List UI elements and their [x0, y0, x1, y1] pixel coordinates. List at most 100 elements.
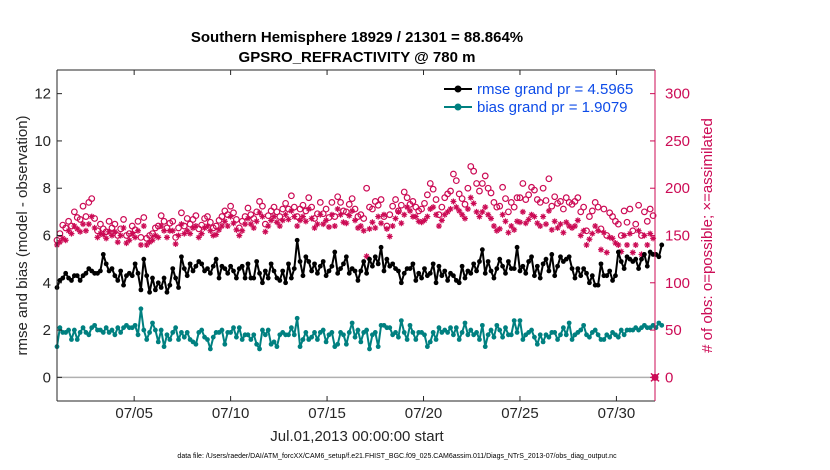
- bias-point: [167, 337, 173, 342]
- bias-point: [482, 344, 488, 350]
- rmse-point: [401, 270, 407, 276]
- legend-bias-label: bias grand pr = 1.9079: [477, 99, 628, 116]
- rmse-point: [338, 266, 343, 271]
- assimilated-obs-point: [227, 213, 234, 220]
- assimilated-obs-point: [464, 206, 471, 213]
- rmse-point: [199, 261, 205, 267]
- assimilated-obs-point: [624, 241, 631, 248]
- rmse-point: [416, 270, 422, 276]
- assimilated-obs-point: [456, 207, 463, 214]
- bias-point: [352, 334, 358, 340]
- rmse-point: [141, 256, 147, 262]
- assimilated-obs-point: [163, 234, 170, 241]
- bias-point: [503, 325, 508, 331]
- assimilated-obs-point: [149, 237, 156, 244]
- possible-obs-point: [452, 177, 460, 185]
- bias-point: [563, 332, 569, 338]
- rmse-point: [497, 256, 503, 262]
- assimilated-obs-point: [80, 221, 87, 228]
- assimilated-obs-point: [485, 211, 492, 218]
- assimilated-obs-point: [444, 208, 451, 215]
- assimilated-obs-point: [389, 223, 396, 230]
- assimilated-obs-point: [120, 224, 127, 231]
- assimilated-obs-point: [537, 223, 544, 230]
- bias-point: [274, 344, 280, 350]
- possible-obs-point: [542, 197, 550, 204]
- bias-point: [517, 318, 523, 324]
- rmse-point: [222, 266, 228, 271]
- possible-obs-point: [270, 203, 278, 211]
- assimilated-obs-point: [224, 223, 231, 230]
- assimilated-obs-point: [276, 223, 283, 230]
- assimilated-obs-point: [369, 219, 376, 226]
- possible-obs-point: [646, 205, 654, 213]
- rmse-point: [511, 266, 517, 271]
- rmse-point: [641, 252, 647, 257]
- bias-point: [231, 325, 236, 331]
- bias-point: [176, 337, 181, 342]
- bias-point: [346, 330, 352, 335]
- bias-point: [355, 327, 361, 333]
- rmse-point: [112, 273, 118, 279]
- assimilated-obs-point: [586, 236, 593, 243]
- possible-obs-point: [450, 170, 457, 178]
- rmse-point: [262, 268, 268, 274]
- bias-point: [248, 337, 254, 342]
- rmse-point: [485, 259, 491, 264]
- rmse-point: [372, 254, 378, 260]
- assimilated-obs-point: [459, 211, 466, 218]
- bias-point: [393, 330, 398, 335]
- rmse-point: [471, 261, 477, 267]
- possible-obs-point: [516, 194, 524, 202]
- bias-point: [207, 346, 213, 352]
- assimilated-obs-point: [433, 211, 440, 218]
- rmse-point: [257, 270, 262, 276]
- rmse-point: [329, 263, 335, 269]
- possible-obs-point: [559, 205, 567, 213]
- assimilated-obs-point: [357, 223, 364, 230]
- assimilated-obs-point: [59, 235, 66, 242]
- bias-point: [222, 341, 228, 347]
- bias-point: [132, 322, 138, 328]
- possible-obs-point: [467, 163, 475, 170]
- bias-point: [430, 330, 436, 335]
- bias-point: [179, 330, 184, 335]
- bias-point: [286, 332, 291, 338]
- possible-obs-point: [88, 195, 96, 203]
- assimilated-obs-point: [331, 223, 338, 230]
- rmse-point: [384, 256, 390, 262]
- assimilated-obs-point: [441, 211, 448, 218]
- assimilated-obs-point: [161, 227, 168, 234]
- rmse-point: [517, 268, 523, 274]
- bias-point: [532, 334, 537, 340]
- bias-point: [367, 346, 372, 352]
- bias-point: [462, 320, 468, 326]
- bias-point: [170, 330, 176, 335]
- bias-point: [413, 337, 419, 342]
- rmse-point: [83, 270, 89, 276]
- possible-obs-point: [476, 187, 483, 195]
- rmse-point: [375, 261, 381, 267]
- assimilated-obs-point: [172, 241, 179, 248]
- possible-obs-point: [230, 209, 237, 217]
- possible-obs-point: [478, 180, 486, 187]
- assimilated-obs-point: [626, 230, 633, 237]
- assimilated-obs-point: [398, 220, 405, 227]
- rmse-point: [207, 270, 213, 276]
- assimilated-obs-point: [511, 226, 518, 233]
- bias-point: [520, 337, 526, 342]
- rmse-point: [514, 244, 520, 250]
- bias-point: [74, 337, 80, 342]
- possible-obs-point: [649, 212, 657, 220]
- rmse-point: [369, 263, 375, 269]
- bias-point: [427, 339, 433, 345]
- y-tick-right-label: 200: [665, 180, 690, 197]
- assimilated-obs-point: [488, 215, 495, 222]
- assimilated-obs-point: [407, 207, 414, 214]
- y-tick-right-label: 50: [665, 322, 682, 339]
- assimilated-obs-point: [195, 234, 202, 241]
- assimilated-obs-point: [233, 226, 240, 233]
- rmse-point: [639, 256, 644, 262]
- rmse-point: [98, 268, 103, 274]
